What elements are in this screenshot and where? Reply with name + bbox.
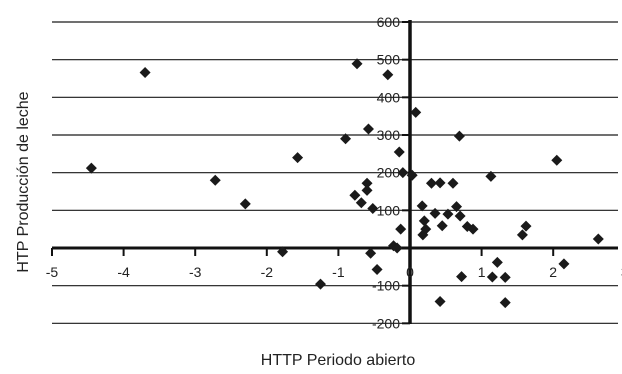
data-point (454, 131, 465, 142)
x-tick-label: -3 (189, 264, 202, 280)
data-point (349, 190, 360, 201)
x-tick-label: -5 (46, 264, 59, 280)
data-point (593, 233, 604, 244)
y-axis-title: HTP Producción de leche (15, 91, 32, 272)
data-point (417, 200, 428, 211)
data-point (394, 146, 405, 157)
data-point (492, 257, 503, 268)
data-point (500, 272, 511, 283)
y-tick-label: -200 (372, 315, 400, 331)
data-point (140, 67, 151, 78)
data-point (455, 210, 466, 221)
data-point (437, 220, 448, 231)
x-tick-label: -4 (117, 264, 130, 280)
data-point (447, 178, 458, 189)
data-points (86, 58, 604, 308)
x-tick-label: 1 (478, 264, 486, 280)
data-point (382, 69, 393, 80)
data-point (372, 264, 383, 275)
data-point (356, 197, 367, 208)
data-point (292, 152, 303, 163)
x-tick-label: -1 (332, 264, 345, 280)
y-tick-label: 200 (377, 165, 401, 181)
x-axis-title: HTTP Periodo abierto (261, 352, 416, 369)
y-tick-label: -100 (372, 278, 400, 294)
data-point (86, 163, 97, 174)
y-tick-label: 100 (377, 202, 401, 218)
y-tick-label: 300 (377, 127, 401, 143)
x-tick-label: 2 (549, 264, 557, 280)
data-point (240, 198, 251, 209)
data-point (551, 155, 562, 166)
data-point (435, 296, 446, 307)
data-point (315, 279, 326, 290)
data-point (430, 208, 441, 219)
x-tick-label: 0 (406, 264, 414, 280)
x-tick-label: -2 (261, 264, 274, 280)
y-tick-label: 600 (377, 14, 401, 30)
y-tick-label: 400 (377, 89, 401, 105)
data-point (435, 177, 446, 188)
y-tick-label: 500 (377, 52, 401, 68)
data-point (362, 185, 373, 196)
data-point (558, 258, 569, 269)
data-point (456, 271, 467, 282)
data-point (210, 175, 221, 186)
data-point (363, 123, 374, 134)
data-point (410, 107, 421, 118)
data-point (419, 215, 430, 226)
data-point (500, 297, 511, 308)
data-point (395, 224, 406, 235)
data-point (487, 272, 498, 283)
